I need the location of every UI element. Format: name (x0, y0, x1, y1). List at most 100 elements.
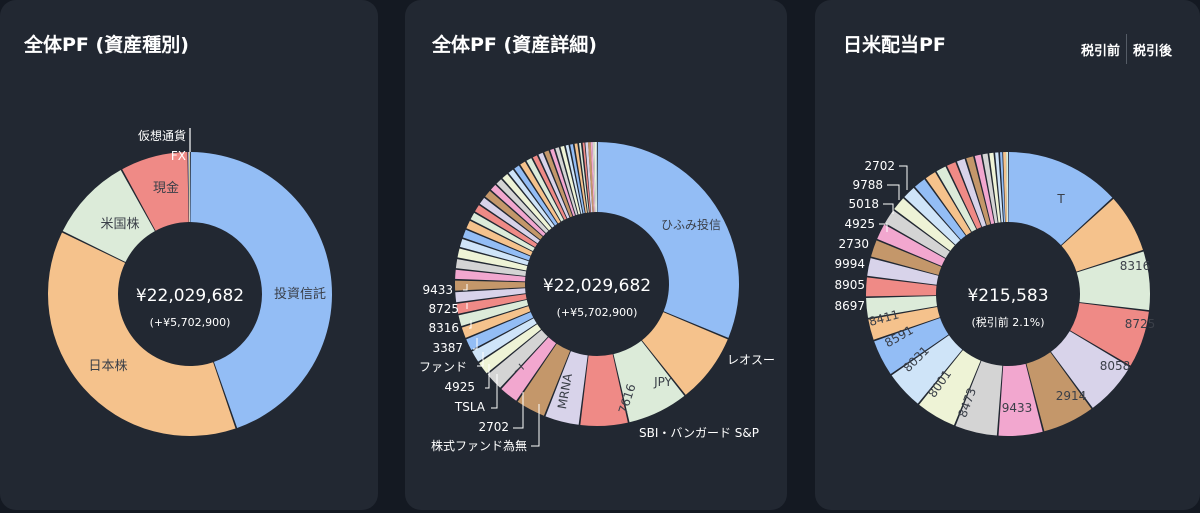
slice-8001[interactable] (955, 360, 1003, 436)
slice-slice-14[interactable] (455, 288, 526, 303)
slice-slice-22[interactable] (470, 212, 535, 252)
slice-8316[interactable] (1061, 198, 1143, 272)
slice-slice-0[interactable] (597, 142, 739, 338)
slice-slice-34[interactable] (538, 152, 570, 219)
slice-slice-27[interactable] (496, 179, 549, 234)
slice-slice-31[interactable] (520, 161, 561, 224)
slice-9788[interactable] (885, 210, 950, 258)
slice-slice-36[interactable] (550, 148, 576, 217)
slice-slice-30[interactable] (514, 165, 558, 226)
slice-8031[interactable] (919, 350, 981, 426)
slice-slice-25[interactable] (966, 156, 991, 226)
post-tax-toggle-button[interactable]: 税引後 (1132, 43, 1172, 59)
slice-4925[interactable] (871, 240, 942, 275)
slice-slice-49[interactable] (596, 142, 597, 213)
slice-slice-15[interactable] (455, 280, 526, 291)
slice-slice-25[interactable] (485, 190, 543, 240)
slice-slice-27[interactable] (982, 153, 998, 224)
slice-2730[interactable] (867, 258, 939, 285)
slice-7616[interactable] (545, 351, 588, 425)
slice-slice-41[interactable] (574, 143, 588, 213)
slice-slice-11[interactable] (461, 306, 531, 338)
slice-sbi-s-p[interactable] (580, 354, 628, 426)
slice-9994[interactable] (866, 277, 937, 297)
slice-8905[interactable] (866, 296, 938, 318)
slice-slice-19[interactable] (904, 187, 961, 245)
callout-label: TSLA (454, 400, 486, 414)
slice-slice-13[interactable] (456, 294, 527, 314)
callout-label: 9994 (834, 257, 865, 271)
slice-label: 8725 (1125, 317, 1156, 331)
slice-slice-48[interactable] (594, 142, 597, 213)
slice-slice-10[interactable] (466, 312, 534, 351)
slice-slice-23[interactable] (946, 162, 982, 229)
slice-slice-37[interactable] (555, 147, 578, 216)
slice-slice-26[interactable] (974, 154, 995, 225)
slice-5018[interactable] (877, 224, 946, 267)
slice-mrna[interactable] (517, 343, 571, 416)
callout-line (477, 352, 484, 367)
slice-slice-31[interactable] (1003, 152, 1008, 223)
slice-slice-40[interactable] (570, 144, 585, 214)
slice-slice-3[interactable] (122, 152, 189, 231)
slice-jpy[interactable] (613, 340, 685, 423)
slice-slice-9[interactable] (472, 318, 537, 362)
slice-slice-21[interactable] (466, 220, 533, 256)
slice-slice-35[interactable] (544, 150, 573, 218)
slice-slice-47[interactable] (592, 142, 596, 213)
slice-slice-44[interactable] (585, 142, 593, 213)
slice-fx[interactable] (188, 152, 190, 223)
slice-slice-26[interactable] (490, 184, 546, 237)
slice-slice-20[interactable] (462, 229, 531, 261)
slice-slice-24[interactable] (956, 158, 986, 227)
slice-slice-28[interactable] (989, 152, 1001, 223)
slice-slice-28[interactable] (502, 173, 552, 231)
callout-line (899, 165, 908, 190)
slice-slice-6[interactable] (501, 337, 557, 401)
callout-label: 8725 (428, 302, 459, 316)
slice-slice-17[interactable] (455, 259, 527, 276)
slice-slice-43[interactable] (582, 142, 591, 213)
tax-toggle: 税引前 税引後 (1075, 34, 1178, 64)
slice-9433[interactable] (1026, 352, 1092, 432)
slice-slice-21[interactable] (925, 172, 972, 236)
slice-slice-46[interactable] (590, 142, 595, 213)
slice-slice-8[interactable] (479, 324, 542, 374)
pre-tax-toggle-button[interactable]: 税引前 (1080, 43, 1120, 59)
slice-slice-23[interactable] (474, 205, 538, 248)
slice-slice-29[interactable] (995, 152, 1004, 223)
slice-slice-16[interactable] (455, 269, 526, 282)
slice-8411[interactable] (874, 318, 949, 374)
slice-slice-33[interactable] (532, 155, 567, 220)
slice-slice-29[interactable] (508, 169, 555, 228)
slice-2702[interactable] (894, 198, 955, 251)
slice-8697[interactable] (868, 306, 940, 340)
slice-8473[interactable] (998, 363, 1043, 437)
slice-slice-24[interactable] (479, 197, 540, 244)
slice-slice-1[interactable] (48, 232, 236, 436)
slice-slice-0[interactable] (190, 152, 332, 428)
slice-slice-1[interactable] (641, 312, 728, 395)
slice-slice-20[interactable] (914, 179, 966, 240)
callout-line (883, 203, 894, 214)
slice-slice-45[interactable] (588, 142, 594, 213)
slice-slice-18[interactable] (457, 248, 528, 271)
slice-slice-30[interactable] (1000, 152, 1006, 223)
slice-t[interactable] (1008, 152, 1113, 246)
slice-slice-19[interactable] (459, 239, 529, 266)
slice-8725[interactable] (1076, 251, 1150, 311)
slice-slice-32[interactable] (1006, 152, 1008, 223)
slice-slice-12[interactable] (458, 299, 529, 326)
slice-slice-38[interactable] (560, 145, 581, 215)
slice-8058[interactable] (1070, 303, 1149, 366)
slice-8591[interactable] (891, 335, 963, 404)
slice-slice-2[interactable] (62, 170, 155, 263)
slice-slice-32[interactable] (526, 158, 564, 222)
slice-t[interactable] (487, 329, 548, 388)
center-total-value: ¥215,583 (967, 286, 1048, 306)
slice-slice-5[interactable] (189, 152, 190, 223)
slice-slice-42[interactable] (578, 142, 589, 213)
slice-slice-39[interactable] (565, 144, 583, 214)
slice-2914[interactable] (1050, 331, 1130, 408)
slice-slice-22[interactable] (936, 166, 977, 232)
